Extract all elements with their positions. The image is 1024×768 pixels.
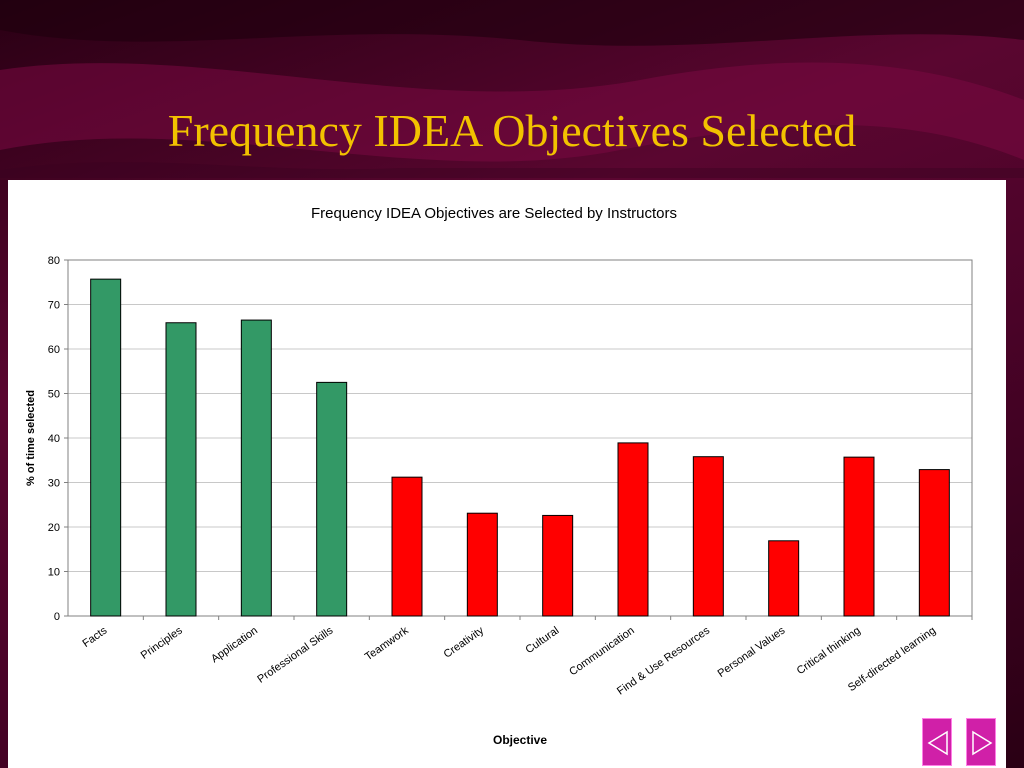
slide-title: Frequency IDEA Objectives Selected	[167, 105, 857, 156]
bar	[165, 322, 197, 617]
x-tick-label: Professional Skills	[255, 624, 335, 685]
next-slide-button[interactable]	[966, 718, 996, 766]
y-tick-label: 50	[48, 389, 60, 401]
y-axis-label: % of time selected	[25, 390, 37, 486]
chart-title: Frequency IDEA Objectives are Selected b…	[311, 205, 677, 222]
y-tick-label: 80	[48, 255, 60, 267]
bar	[466, 512, 498, 617]
x-tick-label: Teamwork	[363, 624, 411, 663]
x-tick-label: Critical thinking	[795, 625, 863, 678]
y-tick-label: 20	[48, 522, 60, 534]
x-tick-label: Creativity	[442, 624, 487, 660]
bar	[768, 540, 800, 617]
bar	[918, 469, 950, 617]
bar	[316, 381, 348, 617]
x-tick-label: Facts	[80, 624, 109, 650]
bar	[391, 476, 423, 617]
x-tick-label: Cultural	[523, 625, 561, 657]
plot-area: 0 10 20 30 40 50 60 70 80 Facts Principles Applicat…	[48, 255, 973, 698]
x-tick-label: Communication	[567, 625, 636, 679]
bar-chart: Frequency IDEA Objectives are Selected b…	[25, 205, 973, 747]
triangle-left-icon	[927, 730, 948, 756]
bar	[843, 456, 875, 617]
y-tick-label: 30	[48, 478, 60, 490]
bar	[90, 278, 122, 617]
triangle-right-icon	[972, 730, 993, 756]
bar	[240, 319, 272, 617]
x-axis-label: Objective	[493, 733, 547, 747]
y-tick-label: 0	[54, 611, 60, 623]
y-tick-label: 10	[48, 567, 60, 579]
y-tick-label: 40	[48, 433, 60, 445]
bar	[692, 456, 724, 617]
bar	[542, 514, 574, 617]
previous-slide-button[interactable]	[922, 718, 952, 766]
x-tick-label: Personal Values	[716, 624, 788, 680]
chart-panel: Frequency IDEA Objectives are Selected b…	[8, 180, 1006, 768]
x-tick-label: Application	[209, 625, 260, 666]
bar	[617, 442, 649, 617]
y-tick-label: 70	[48, 300, 60, 312]
y-tick-label: 60	[48, 344, 60, 356]
x-tick-label: Principles	[139, 624, 185, 661]
